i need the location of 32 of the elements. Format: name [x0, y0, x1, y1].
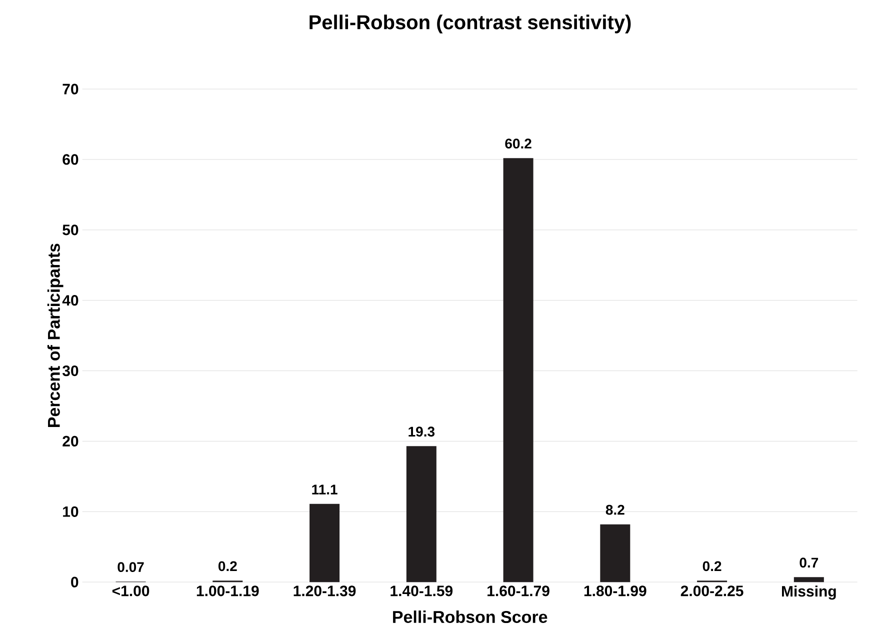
- data-label: 0.07: [118, 562, 144, 572]
- y-tick-label: 20: [62, 436, 78, 447]
- data-label: 0.2: [218, 561, 237, 572]
- y-tick-label: 70: [62, 84, 78, 94]
- data-label: 0.7: [800, 558, 818, 568]
- y-tick-label: 0: [71, 576, 78, 588]
- x-tick-label: 1.00-1.19: [196, 586, 259, 596]
- x-tick-label: 1.60-1.79: [488, 586, 550, 596]
- x-tick-label: <1.00: [112, 586, 150, 596]
- bar: [600, 524, 630, 582]
- data-label: 60.2: [505, 138, 532, 149]
- x-tick-label: Missing: [782, 586, 836, 600]
- y-tick-label: 60: [62, 154, 78, 165]
- y-tick-label: 30: [62, 365, 78, 376]
- bar: [310, 504, 340, 582]
- data-label: 11.1: [312, 484, 338, 494]
- data-label: 0.2: [702, 561, 722, 572]
- bar: [794, 577, 824, 582]
- y-axis-title: Percent of Participants: [47, 244, 64, 427]
- y-tick-label: 40: [62, 295, 78, 306]
- chart-title: Pelli-Robson (contrast sensitivity): [310, 14, 631, 34]
- bar: [503, 158, 534, 582]
- x-tick-label: 1.20-1.39: [294, 586, 356, 596]
- bar: [406, 446, 436, 582]
- x-tick-label: 2.00-2.25: [680, 586, 744, 596]
- y-tick-label: 10: [63, 506, 78, 517]
- data-label: 8.2: [606, 504, 624, 515]
- x-tick-label: 1.80-1.99: [584, 586, 646, 596]
- data-label: 19.3: [408, 426, 435, 437]
- x-tick-label: 1.40-1.59: [390, 586, 453, 596]
- y-tick-label: 50: [62, 224, 78, 236]
- x-axis-title: Pelli-Robson Score: [393, 610, 548, 624]
